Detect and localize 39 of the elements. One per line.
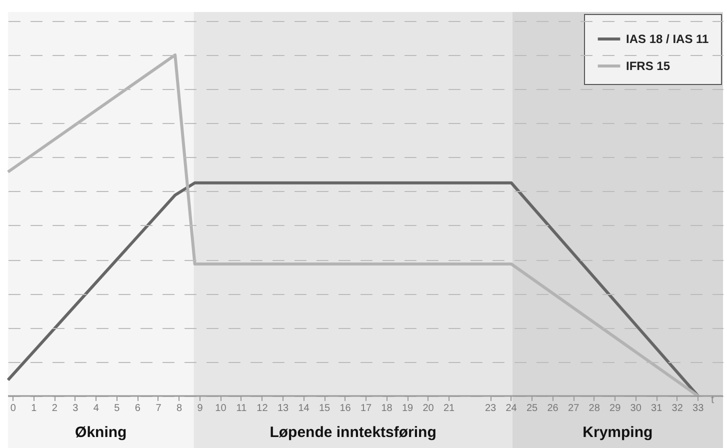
x-tick-label: 1 — [31, 403, 38, 414]
x-tick-label: 24 — [506, 403, 518, 414]
x-tick-label: 29 — [610, 403, 622, 414]
x-tick-label: 31 — [651, 403, 663, 414]
x-tick-label: 11 — [236, 403, 248, 414]
x-tick-label: 8 — [176, 403, 182, 414]
x-tick-label: 7 — [156, 403, 162, 414]
x-tick-label: 6 — [134, 403, 141, 414]
x-tick-label: 17 — [360, 403, 372, 414]
x-tick-label: 14 — [298, 403, 310, 414]
x-tick-label: 26 — [547, 403, 559, 414]
x-tick-label: 21 — [443, 403, 456, 414]
x-tick-label: 33 — [692, 403, 704, 414]
x-tick-label: 30 — [630, 403, 642, 414]
x-tick-label: 2 — [52, 403, 58, 414]
legend-label: IAS 18 / IAS 11 — [626, 32, 710, 46]
x-tick-label: 15 — [318, 403, 331, 414]
x-tick-label: 28 — [588, 403, 600, 414]
x-tick-label: 27 — [568, 403, 580, 414]
x-tick-label: 12 — [256, 403, 268, 414]
legend-label: IFRS 15 — [626, 59, 670, 73]
x-tick-label: 5 — [114, 403, 120, 414]
x-tick-label: 13 — [277, 403, 289, 414]
band-label: Krymping — [582, 424, 653, 441]
x-tick-label: 23 — [484, 403, 497, 414]
x-tick-label: 0 — [10, 403, 16, 414]
band-label: Løpende inntektsføring — [270, 424, 436, 441]
x-tick-label: 3 — [72, 403, 79, 414]
x-tick-label: 32 — [672, 403, 684, 414]
band-label: Økning — [75, 424, 127, 441]
x-tick-label: 16 — [340, 403, 352, 414]
x-tick-label: 9 — [197, 403, 204, 414]
x-tick-label: 18 — [381, 403, 393, 414]
x-tick-label: 25 — [526, 403, 538, 414]
x-axis-title: t — [711, 394, 714, 406]
x-tick-label: 4 — [93, 403, 100, 414]
x-tick-label: 19 — [402, 403, 414, 414]
x-tick-label: 20 — [422, 403, 434, 414]
x-tick-label: 10 — [215, 403, 227, 414]
